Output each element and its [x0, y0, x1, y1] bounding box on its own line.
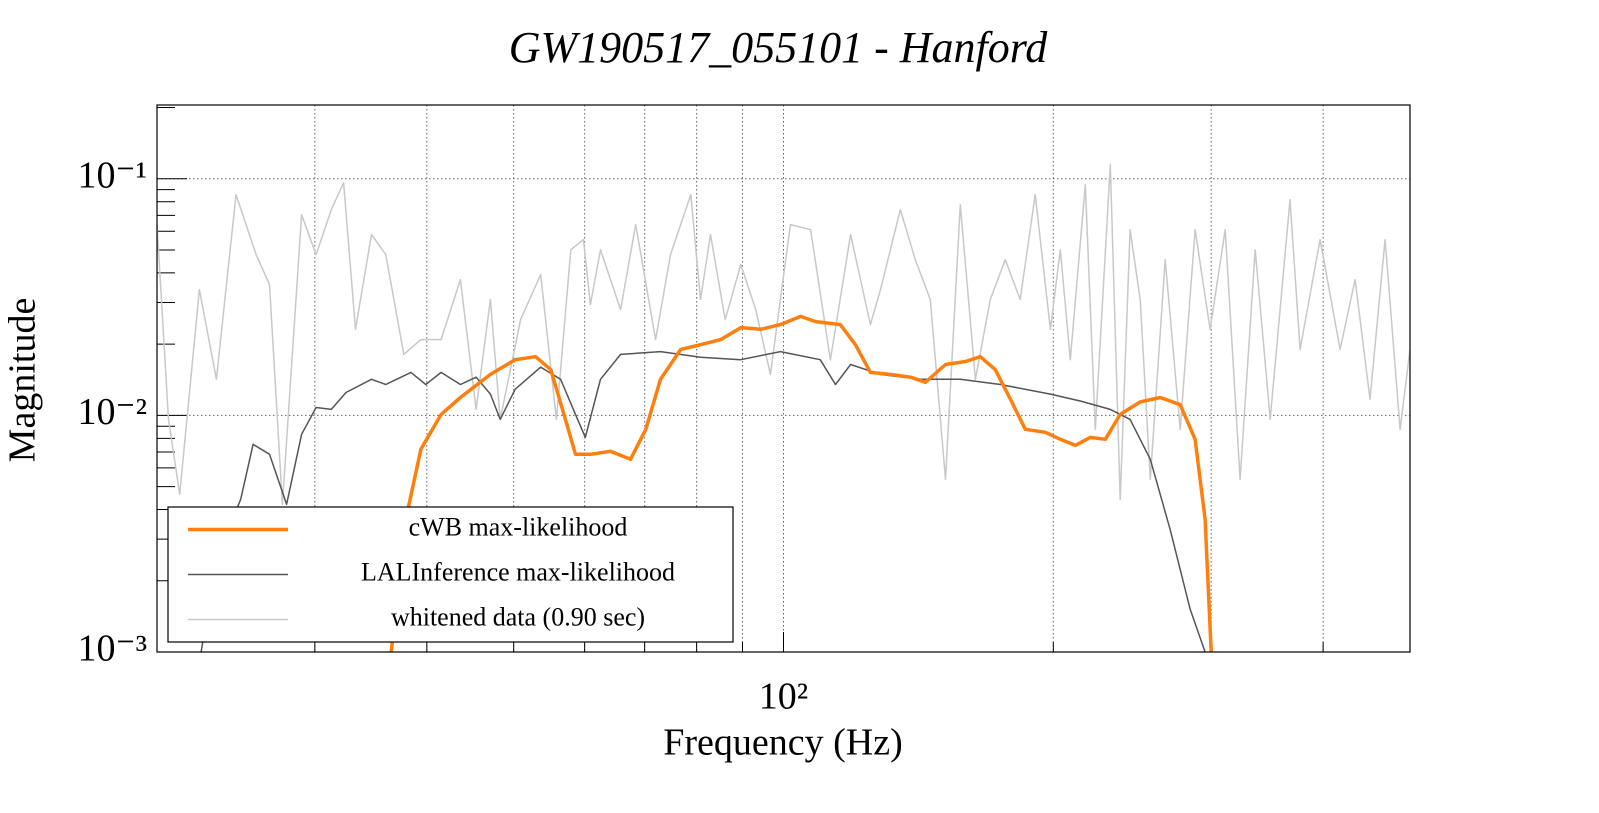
legend-label: LALInference max-likelihood [361, 557, 675, 586]
y-tick-label: 10⁻¹ [78, 154, 147, 196]
legend: cWB max-likelihood LALInference max-likel… [167, 506, 734, 643]
grid: 10² 10⁻¹ 10⁻² 10⁻³ [78, 105, 1410, 718]
y-axis-label: Magnitude [2, 298, 44, 463]
series-line [157, 163, 1410, 506]
y-tick-label: 10⁻³ [78, 628, 147, 670]
plot-lines [157, 163, 1410, 652]
chart-title: GW190517_055101 - Hanford [509, 23, 1049, 72]
plot-frame [156, 104, 1411, 653]
series-line [200, 350, 1206, 652]
legend-label: whitened data (0.90 sec) [391, 602, 645, 631]
legend-label: cWB max-likelihood [409, 512, 628, 541]
y-tick-label: 10⁻² [78, 391, 147, 433]
series-line [389, 314, 1213, 652]
x-tick-label: 10² [759, 676, 808, 718]
x-axis-label: Frequency (Hz) [663, 722, 903, 764]
